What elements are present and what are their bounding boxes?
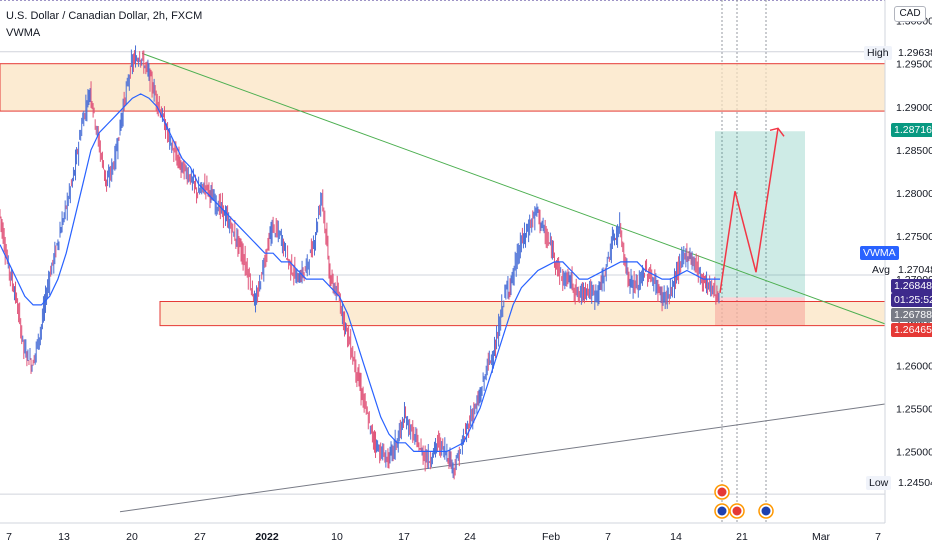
y-tick-label: 1.29000	[896, 102, 932, 114]
loss-zone	[715, 297, 805, 326]
y-tick-label: 1.28500	[896, 145, 932, 157]
canada-flag-icon-fill	[732, 506, 742, 516]
stop-price-tag: 1.26465	[891, 323, 932, 337]
x-tick-label: 20	[126, 531, 138, 543]
vwma-line	[0, 93, 720, 452]
time-axis[interactable]: 7 13 20 27 2022 10 17 24 Feb 7 14 21 Mar 7	[0, 522, 885, 543]
x-tick-label: 17	[398, 531, 410, 543]
descending-trendline	[141, 52, 886, 325]
x-tick-label: 2022	[255, 531, 279, 543]
y-tick-label: 1.28000	[896, 188, 932, 200]
high-value: 1.29638	[898, 47, 932, 59]
y-tick-label: 1.29500	[896, 59, 932, 71]
demand-zone	[159, 300, 886, 327]
zones	[0, 63, 886, 327]
price-axis[interactable]: 1.300001.295001.290001.285001.280001.275…	[884, 0, 932, 523]
us-flag-icon-fill	[717, 506, 727, 516]
countdown-tag: 01:25:52	[891, 293, 932, 307]
x-tick-label: 24	[464, 531, 476, 543]
x-tick-label: 21	[736, 531, 748, 543]
ascending-trendline	[119, 403, 886, 513]
economic-events[interactable]	[714, 484, 774, 519]
high-label: High	[864, 46, 892, 60]
x-tick-label: Mar	[812, 531, 831, 543]
x-tick-label: 14	[670, 531, 682, 543]
x-tick-label: 27	[194, 531, 206, 543]
projection	[719, 127, 785, 294]
chart-grid	[0, 0, 885, 523]
entry-price-tag: 1.26788	[891, 308, 932, 322]
currency-label[interactable]: CAD	[894, 6, 926, 22]
avg-label: Avg	[872, 264, 890, 276]
y-tick-label: 1.26000	[896, 360, 932, 372]
x-tick-label: 7	[875, 531, 881, 543]
low-label: Low	[866, 476, 892, 490]
vwma-path	[0, 93, 720, 452]
avg-value: 1.27048	[898, 264, 932, 276]
x-tick-label: Feb	[542, 531, 560, 543]
vwma-badge: VWMA	[860, 246, 899, 260]
low-value: 1.24504	[898, 477, 932, 489]
projection-arrowhead	[769, 127, 785, 137]
chart-title: U.S. Dollar / Canadian Dollar, 2h, FXCM	[6, 10, 203, 22]
trendlines	[119, 52, 886, 513]
us-flag-icon-fill	[761, 506, 771, 516]
x-tick-label: 10	[331, 531, 343, 543]
projection-path	[719, 128, 779, 294]
y-tick-label: 1.25500	[896, 403, 932, 415]
y-tick-label: 1.27500	[896, 231, 932, 243]
indicator-label[interactable]: VWMA	[6, 27, 41, 39]
profit-zone	[715, 131, 805, 298]
x-tick-label: 7	[6, 531, 12, 543]
target-price-tag: 1.28716	[891, 123, 932, 137]
canada-flag-icon-fill	[717, 487, 727, 497]
y-tick-label: 1.25000	[896, 446, 932, 458]
x-tick-label: 7	[605, 531, 611, 543]
last-price-tag: 1.26848	[891, 279, 932, 293]
x-tick-label: 13	[58, 531, 70, 543]
